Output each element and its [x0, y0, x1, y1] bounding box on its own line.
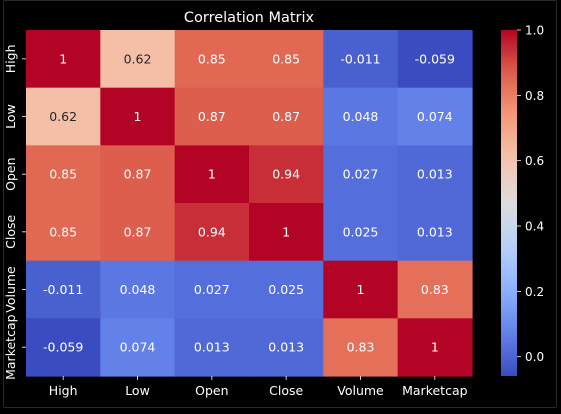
- heatmap-cell: [323, 203, 399, 262]
- heatmap-cell: [26, 145, 101, 204]
- cell-annotation: 0.048: [343, 109, 379, 124]
- cell-annotation: 1: [208, 167, 216, 182]
- heatmap-cell: [397, 203, 473, 262]
- colorbar-tick-label: 0.2: [525, 285, 544, 299]
- cell-annotation: 0.027: [343, 167, 379, 182]
- heatmap-cell: [397, 318, 473, 377]
- x-tick-label: Close: [269, 383, 303, 398]
- heatmap-cell: [249, 87, 324, 146]
- heatmap-cell: [323, 145, 399, 204]
- heatmap-cell: [323, 87, 399, 146]
- y-tick-label: Volume: [3, 266, 18, 313]
- heatmap-cell: [26, 318, 101, 377]
- cell-annotation: 0.013: [268, 340, 304, 355]
- colorbar-tick-label: 0.0: [525, 350, 544, 364]
- heatmap-cell: [397, 30, 473, 89]
- cell-annotation: 0.83: [347, 340, 375, 355]
- cell-annotation: 1: [134, 109, 142, 124]
- colorbar: 0.0 0.2 0.4 0.6 0.8 1.0: [501, 24, 544, 376]
- cell-annotation: 0.013: [417, 167, 453, 182]
- heatmap-cell: [26, 87, 101, 146]
- y-tick-label: Low: [3, 104, 18, 129]
- heatmap-cell: [100, 203, 176, 262]
- cell-annotation: 0.074: [417, 109, 453, 124]
- cell-annotation: 0.027: [194, 282, 230, 297]
- heatmap-cell: [249, 145, 324, 204]
- cell-annotation: -0.011: [43, 282, 83, 297]
- x-axis: High Low Open Close Volume Marketcap: [49, 376, 468, 398]
- heatmap-cell: [100, 145, 176, 204]
- cell-annotation: 0.85: [49, 224, 77, 239]
- cell-annotation: 0.048: [120, 282, 156, 297]
- heatmap-cell: [174, 203, 250, 262]
- x-tick-label: Marketcap: [402, 383, 468, 398]
- heatmap-cell: [174, 318, 250, 377]
- cell-annotation: 0.85: [272, 51, 300, 66]
- y-tick-label: Close: [3, 215, 18, 249]
- cell-annotation: 0.62: [49, 109, 77, 124]
- heatmap-cell: [323, 30, 399, 89]
- chart-title: Correlation Matrix: [184, 10, 315, 26]
- cell-annotation: 1: [59, 51, 67, 66]
- cell-annotation: -0.059: [43, 340, 83, 355]
- cell-annotation: 0.87: [124, 167, 152, 182]
- colorbar-tick-label: 0.6: [525, 154, 544, 168]
- cell-annotation: 1: [282, 224, 290, 239]
- cell-annotation: -0.059: [415, 51, 455, 66]
- heatmap-cell: [397, 145, 473, 204]
- heatmap-cell: [174, 30, 250, 89]
- heatmap-cell: [174, 145, 250, 204]
- heatmap-cell: [174, 87, 250, 146]
- heatmap-cell: [249, 318, 324, 377]
- y-tick-label: Marketcap: [3, 314, 18, 380]
- cell-annotation: 0.025: [268, 282, 304, 297]
- cell-annotation: 0.87: [272, 109, 300, 124]
- cell-annotation: 0.94: [272, 167, 300, 182]
- heatmap-cell: [249, 203, 324, 262]
- cell-annotation: 0.025: [343, 224, 379, 239]
- cell-annotation: 0.62: [124, 51, 152, 66]
- heatmap-cell: [249, 260, 324, 319]
- cell-annotation: 0.85: [49, 167, 77, 182]
- heatmap-cell: [249, 30, 324, 89]
- heatmap-cell: [100, 318, 176, 377]
- cell-annotation: 1: [431, 340, 439, 355]
- heatmap-cell: [26, 203, 101, 262]
- heatmap-cell: [100, 30, 176, 89]
- x-tick-label: Volume: [337, 383, 384, 398]
- heatmap-cell: [397, 260, 473, 319]
- colorbar-tick-label: 0.8: [525, 89, 544, 103]
- heatmap-cell: [174, 260, 250, 319]
- cell-annotation: 0.83: [421, 282, 449, 297]
- cell-annotation: 0.87: [124, 224, 152, 239]
- cell-annotation: 0.013: [417, 224, 453, 239]
- heatmap-cell: [397, 87, 473, 146]
- heatmap-cell: [323, 318, 399, 377]
- colorbar-gradient: [501, 30, 517, 376]
- cell-annotation: 1: [357, 282, 365, 297]
- heatmap-cells: [26, 30, 473, 377]
- x-tick-label: Low: [125, 383, 150, 398]
- cell-annotation: 0.85: [198, 51, 226, 66]
- cell-annotation: 0.94: [198, 224, 226, 239]
- heatmap-cell: [323, 260, 399, 319]
- y-tick-label: High: [3, 44, 18, 73]
- heatmap-annotations: 1 0.62 0.85 0.85 -0.011 -0.059 0.62 1 0.87 0.87 0.…: [43, 51, 455, 354]
- colorbar-tick-label: 1.0: [525, 24, 544, 38]
- y-tick-label: Open: [3, 157, 18, 190]
- x-tick-label: Open: [195, 383, 228, 398]
- heatmap-cell: [26, 30, 101, 89]
- cell-annotation: 0.87: [198, 109, 226, 124]
- x-tick-label: High: [49, 383, 78, 398]
- heatmap-cell: [26, 260, 101, 319]
- heatmap-cell: [100, 260, 176, 319]
- cell-annotation: 0.013: [194, 340, 230, 355]
- cell-annotation: 0.074: [120, 340, 156, 355]
- cell-annotation: -0.011: [340, 51, 380, 66]
- heatmap-cell: [100, 87, 176, 146]
- colorbar-tick-label: 0.4: [525, 220, 544, 234]
